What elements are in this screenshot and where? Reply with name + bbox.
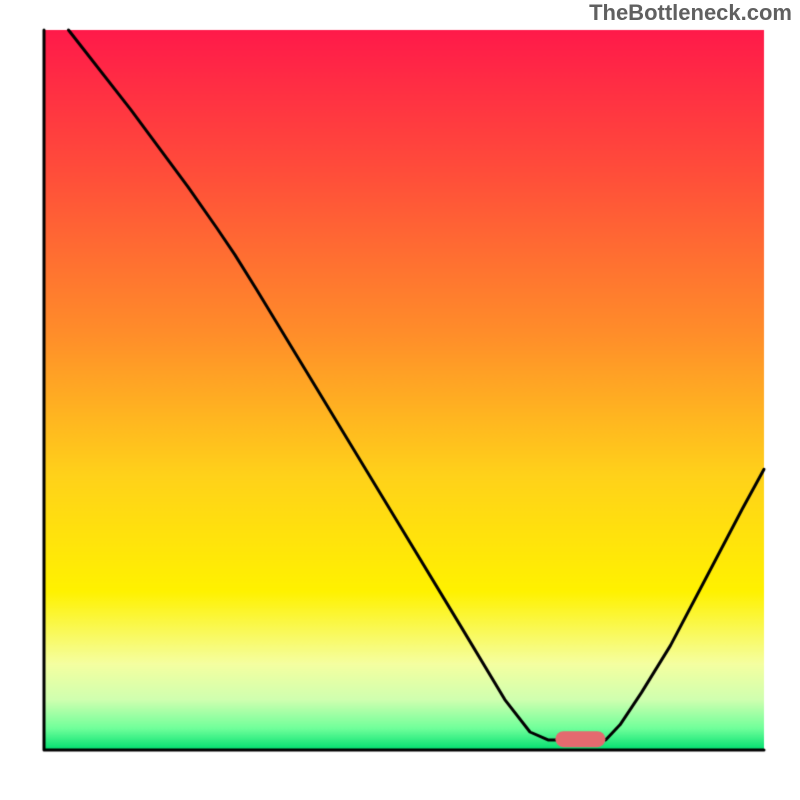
watermark-text: TheBottleneck.com bbox=[589, 0, 792, 26]
bottleneck-chart-canvas bbox=[0, 0, 800, 800]
